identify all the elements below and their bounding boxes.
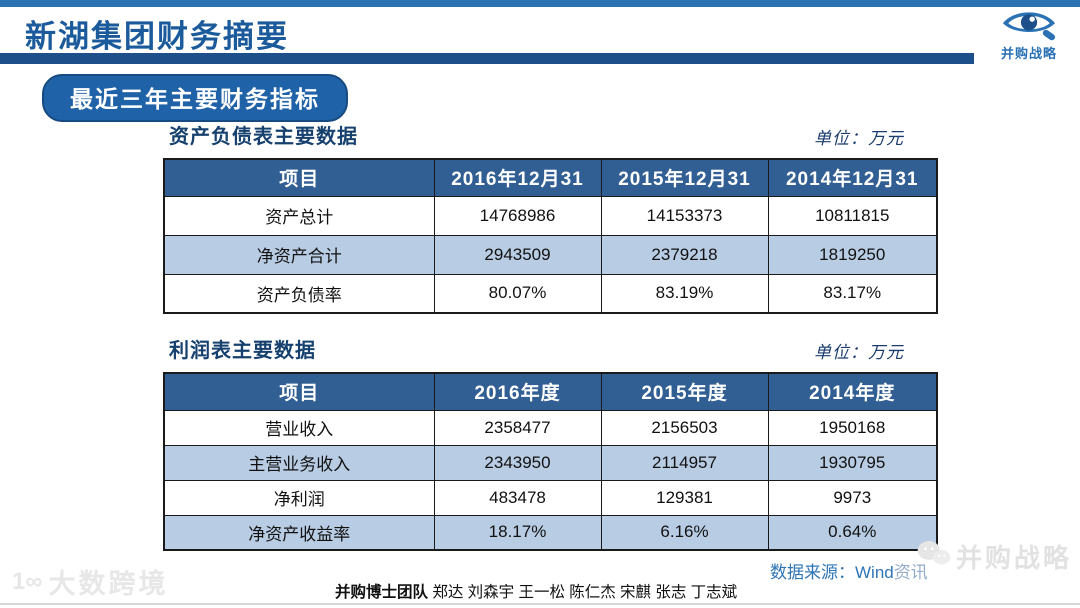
- cell-value: 2114957: [600, 444, 769, 481]
- row-label: 主营业务收入: [163, 444, 435, 481]
- column-header: 2014年12月31: [767, 158, 938, 197]
- cell-value: 18.17%: [433, 514, 602, 551]
- balance-sheet-section: 资产负债表主要数据 单位：万元 项目 2016年12月31 2015年12月31…: [163, 120, 938, 314]
- income-statement-section: 利润表主要数据 单位：万元 项目 2016年度 2015年度 2014年度 营业…: [163, 334, 938, 551]
- income-statement-unit: 单位：万元: [814, 343, 904, 363]
- watermark-right-text: 并购战略: [955, 543, 1072, 573]
- dashukuajing-logo-icon: 1∞: [12, 567, 43, 595]
- watermark-left-text: 大数跨境: [48, 569, 169, 599]
- table-row: 营业收入 2358477 2156503 1950168: [163, 409, 938, 446]
- balance-sheet-title: 资产负债表主要数据: [169, 126, 358, 148]
- team-members: 郑达 刘森宇 王一松 陈仁杰 宋麒 张志 丁志斌: [432, 584, 738, 601]
- cell-value: 9973: [767, 479, 938, 516]
- table-row: 资产总计 14768986 14153373 10811815: [163, 195, 938, 236]
- column-header: 2016年12月31: [433, 158, 602, 197]
- table-header-row: 项目 2016年度 2015年度 2014年度: [163, 372, 938, 411]
- table-row: 净资产合计 2943509 2379218 1819250: [163, 234, 938, 275]
- section-badge: 最近三年主要财务指标: [42, 74, 348, 122]
- page-title: 新湖集团财务摘要: [25, 19, 289, 54]
- watermark-dashukuajing: 1∞ 大数跨境: [12, 562, 168, 601]
- cell-value: 483478: [433, 479, 602, 516]
- cell-value: 1819250: [767, 234, 938, 275]
- brand-logo-text: 并购战略: [1000, 46, 1057, 61]
- column-header: 2015年12月31: [600, 158, 769, 197]
- eye-magnifier-icon: [990, 7, 1068, 43]
- column-header: 2015年度: [600, 372, 769, 411]
- income-statement-title: 利润表主要数据: [169, 340, 316, 362]
- row-label: 净资产合计: [163, 234, 435, 275]
- wechat-icon: [916, 539, 952, 574]
- cell-value: 1950168: [767, 409, 938, 446]
- table-row: 主营业务收入 2343950 2114957 1930795: [163, 444, 938, 481]
- column-header: 项目: [163, 372, 435, 411]
- cell-value: 2379218: [600, 234, 769, 275]
- column-header: 项目: [163, 158, 435, 197]
- cell-value: 80.07%: [433, 273, 602, 314]
- data-source-label: 数据来源：: [770, 563, 855, 583]
- data-source: 数据来源：Wind资讯: [770, 558, 928, 583]
- cell-value: 83.19%: [600, 273, 769, 314]
- data-source-value: Wind: [855, 563, 894, 582]
- balance-sheet-unit: 单位：万元: [814, 129, 904, 149]
- top-accent-bar: [0, 0, 1080, 7]
- row-label: 营业收入: [163, 409, 435, 446]
- row-label: 资产总计: [163, 195, 435, 236]
- cell-value: 1930795: [767, 444, 938, 481]
- bottom-divider: [0, 603, 1080, 605]
- row-label: 净资产收益率: [163, 514, 435, 551]
- cell-value: 2358477: [433, 409, 602, 446]
- row-label: 净利润: [163, 479, 435, 516]
- cell-value: 2943509: [433, 234, 602, 275]
- brand-logo: 并购战略: [990, 7, 1068, 62]
- cell-value: 2343950: [433, 444, 602, 481]
- cell-value: 6.16%: [600, 514, 769, 551]
- cell-value: 2156503: [600, 409, 769, 446]
- row-label: 资产负债率: [163, 273, 435, 314]
- team-credits: 并购博士团队 郑达 刘森宇 王一松 陈仁杰 宋麒 张志 丁志斌: [335, 580, 737, 602]
- cell-value: 10811815: [767, 195, 938, 236]
- title-divider: [0, 53, 974, 64]
- balance-sheet-table: 项目 2016年12月31 2015年12月31 2014年12月31 资产总计…: [163, 158, 938, 314]
- column-header: 2016年度: [433, 372, 602, 411]
- watermark-binggou-zhanlue: 并购战略: [916, 538, 1072, 575]
- cell-value: 14768986: [433, 195, 602, 236]
- table-header-row: 项目 2016年12月31 2015年12月31 2014年12月31: [163, 158, 938, 197]
- cell-value: 0.64%: [767, 514, 938, 551]
- income-statement-table: 项目 2016年度 2015年度 2014年度 营业收入 2358477 215…: [163, 372, 938, 551]
- cell-value: 83.17%: [767, 273, 938, 314]
- column-header: 2014年度: [767, 372, 938, 411]
- cell-value: 14153373: [600, 195, 769, 236]
- table-row: 资产负债率 80.07% 83.19% 83.17%: [163, 273, 938, 314]
- table-row: 净利润 483478 129381 9973: [163, 479, 938, 516]
- data-source-suffix: 资讯: [893, 563, 928, 582]
- team-name: 并购博士团队: [335, 584, 429, 601]
- cell-value: 129381: [600, 479, 769, 516]
- table-row: 净资产收益率 18.17% 6.16% 0.64%: [163, 514, 938, 551]
